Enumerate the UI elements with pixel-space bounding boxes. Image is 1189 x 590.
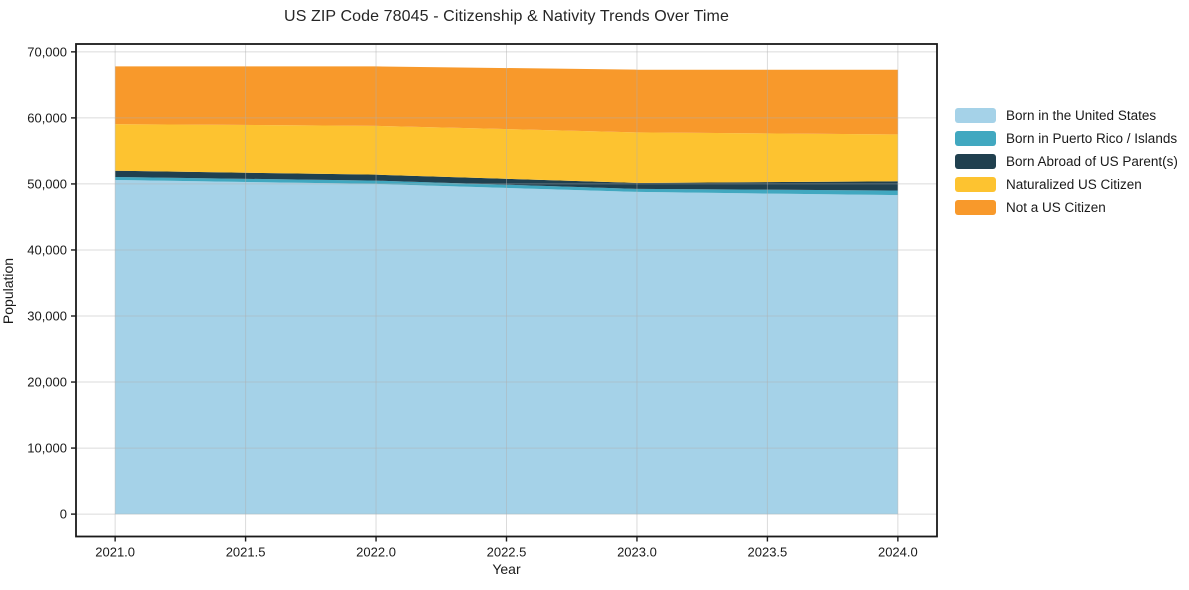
area-naturalized-us-citizen (115, 124, 898, 183)
x-tick-label: 2021.0 (95, 545, 135, 560)
legend-swatch-not-a-us-citizen (955, 200, 996, 215)
legend-item-born-abroad-of-us-parent-s: Born Abroad of US Parent(s) (955, 154, 1178, 169)
x-tick-label: 2024.0 (878, 545, 918, 560)
x-tick-label: 2022.0 (356, 545, 396, 560)
x-tick-label: 2023.0 (617, 545, 657, 560)
legend-label: Born in Puerto Rico / Islands (1006, 131, 1178, 146)
x-tick-label: 2021.5 (226, 545, 266, 560)
legend-label: Not a US Citizen (1006, 200, 1106, 215)
legend-label: Naturalized US Citizen (1006, 177, 1142, 192)
legend-swatch-born-abroad-of-us-parent-s (955, 154, 996, 169)
y-tick-label: 20,000 (27, 375, 67, 390)
legend-swatch-born-in-the-united-states (955, 108, 996, 123)
y-tick-label: 60,000 (27, 110, 67, 125)
x-tick-label: 2022.5 (487, 545, 527, 560)
area-born-in-puerto-rico-islands (115, 176, 898, 196)
y-tick-label: 50,000 (27, 176, 67, 191)
y-axis-label: Population (0, 257, 16, 325)
y-tick-label: 30,000 (27, 309, 67, 324)
chart-title: US ZIP Code 78045 - Citizenship & Nativi… (284, 8, 729, 25)
legend-label: Born in the United States (1006, 108, 1157, 123)
y-tick-label: 10,000 (27, 441, 67, 456)
legend-item-not-a-us-citizen: Not a US Citizen (955, 200, 1178, 215)
legend-item-naturalized-us-citizen: Naturalized US Citizen (955, 177, 1178, 192)
area-born-in-the-united-states (115, 179, 898, 515)
x-axis-label: Year (492, 561, 521, 577)
legend-swatch-naturalized-us-citizen (955, 177, 996, 192)
x-tick-label: 2023.5 (748, 545, 788, 560)
legend: Born in the United States Born in Puerto … (955, 108, 1178, 223)
legend-label: Born Abroad of US Parent(s) (1006, 154, 1178, 169)
legend-item-born-in-puerto-rico-islands: Born in Puerto Rico / Islands (955, 131, 1178, 146)
legend-item-born-in-the-united-states: Born in the United States (955, 108, 1178, 123)
y-tick-label: 70,000 (27, 44, 67, 59)
legend-swatch-born-in-puerto-rico-islands (955, 131, 996, 146)
y-tick-label: 0 (60, 507, 67, 522)
area-born-abroad-of-us-parent-s (115, 170, 898, 191)
area-not-a-us-citizen (115, 66, 898, 135)
y-tick-label: 40,000 (27, 242, 67, 257)
